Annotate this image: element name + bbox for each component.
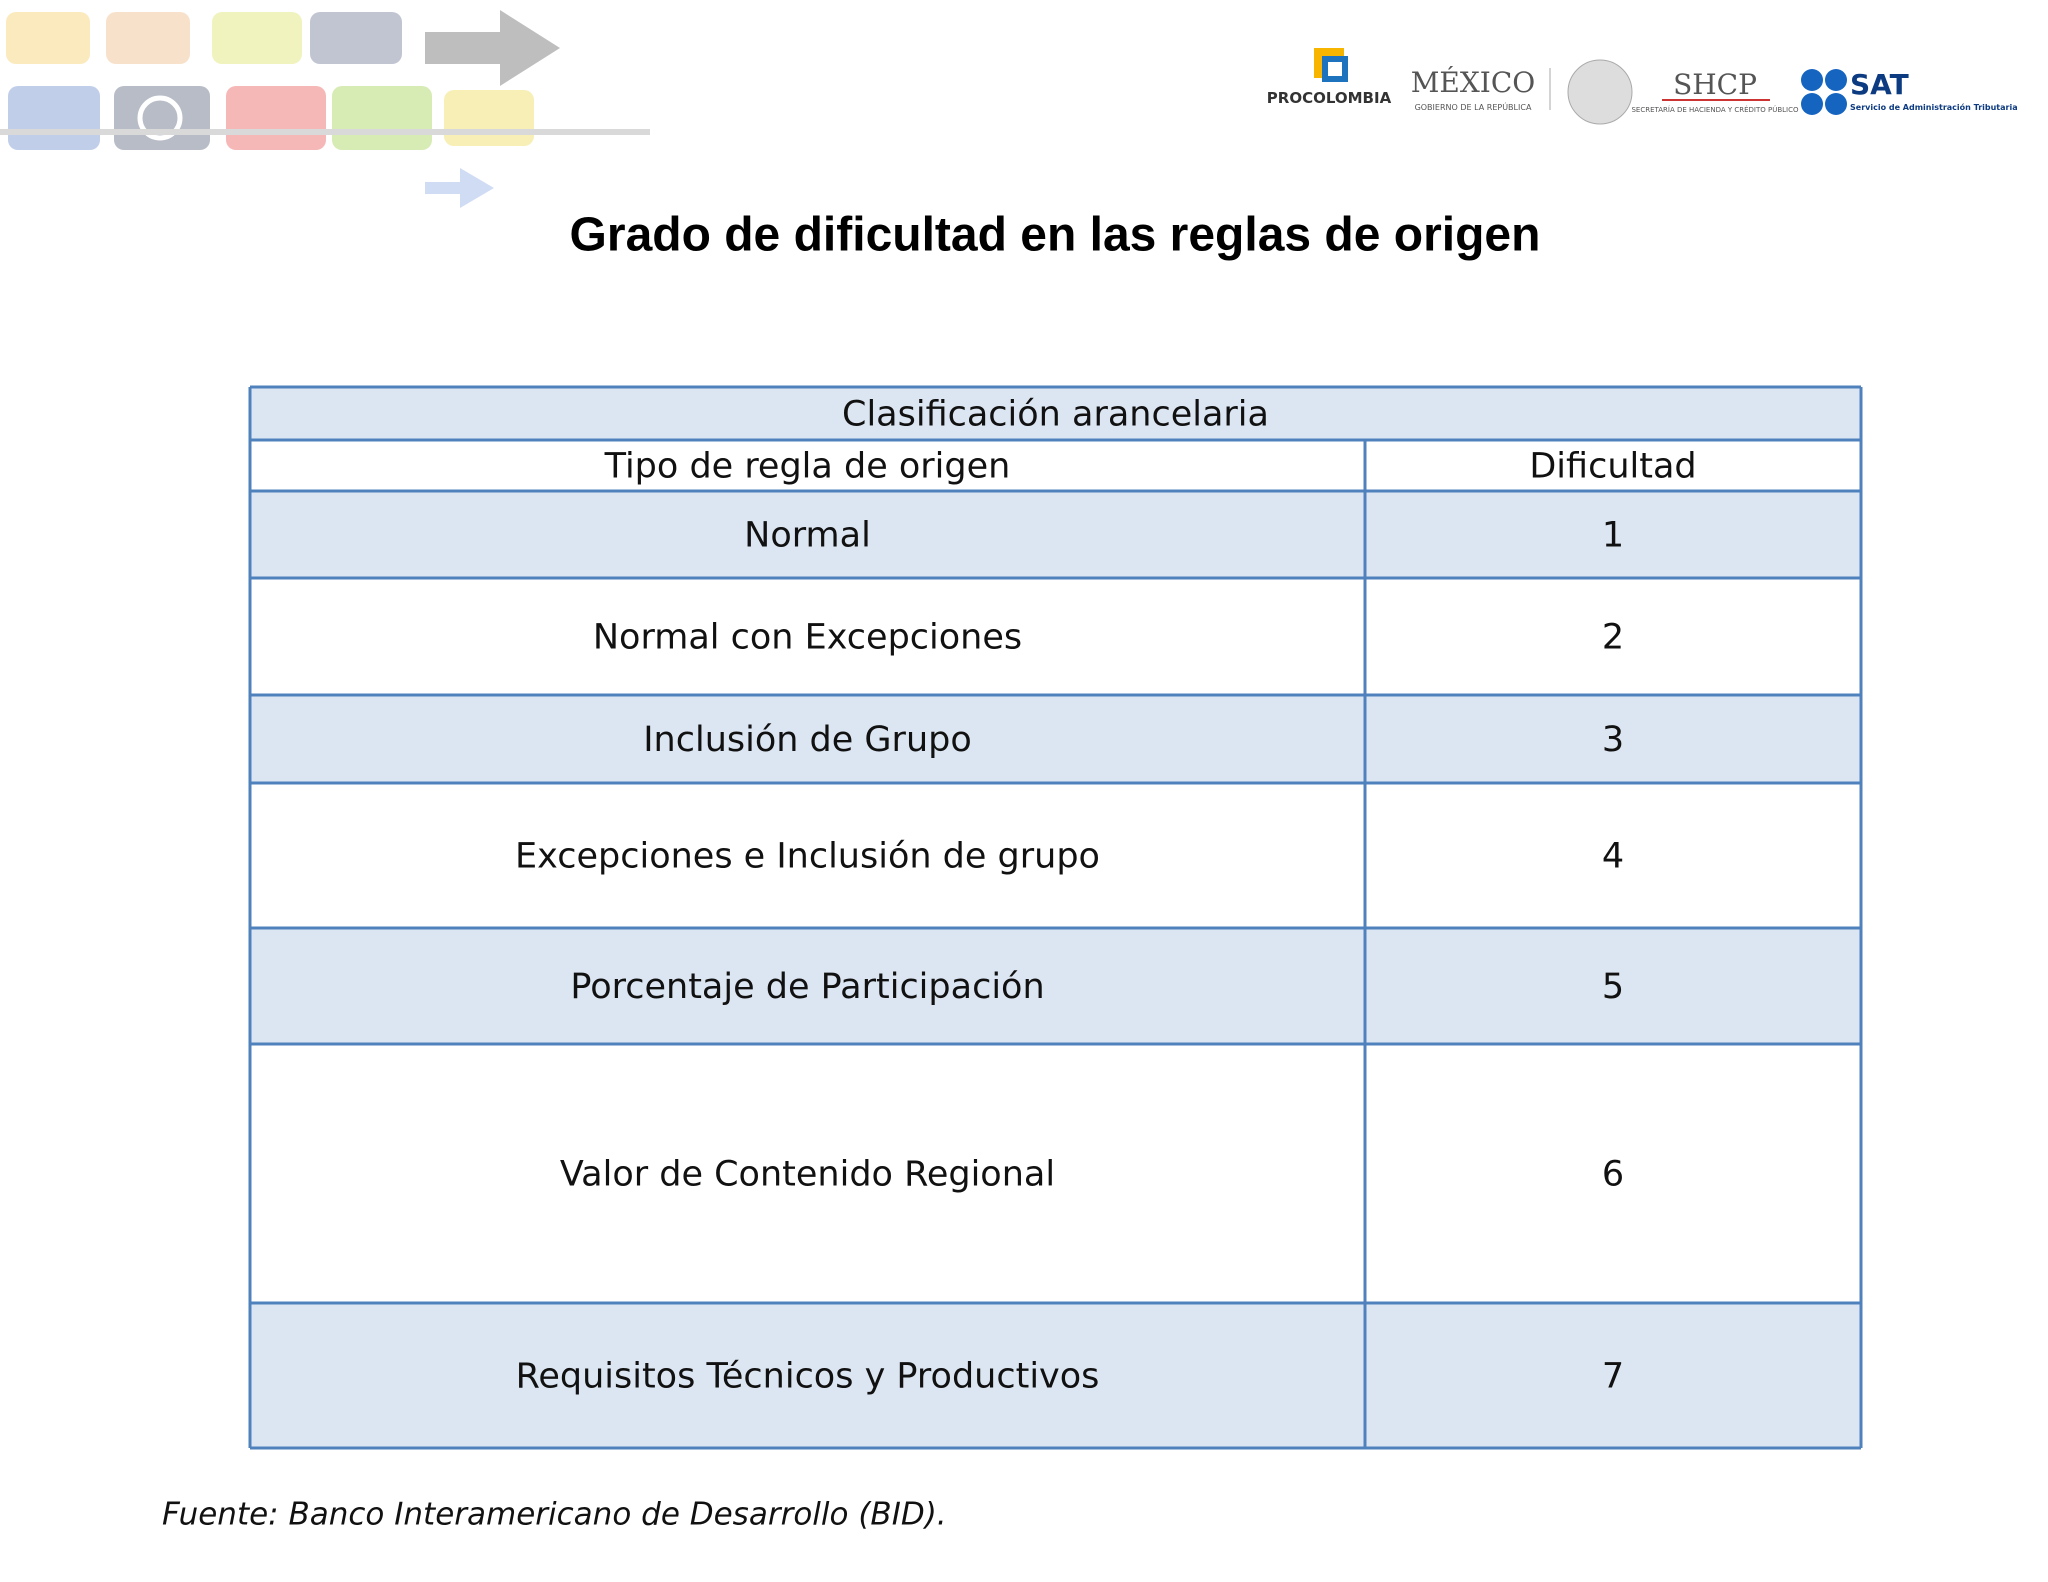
- source: Fuente: Banco Interamericano de Desarrol…: [162, 1497, 947, 1533]
- difficulty: 5: [1602, 967, 1624, 1007]
- difficulty: 1: [1602, 516, 1624, 556]
- decoration: [0, 10, 650, 208]
- row: [250, 928, 1861, 1044]
- column-header: Dificultad: [1529, 447, 1696, 487]
- title: Grado de dificultad en las reglas de ori…: [570, 209, 1541, 262]
- rule-type: Normal con Excepciones: [593, 618, 1022, 658]
- rule-type: Requisitos Técnicos y Productivos: [516, 1357, 1100, 1397]
- rule-type: Excepciones e Inclusión de grupo: [515, 837, 1100, 877]
- row: [250, 491, 1861, 578]
- logo-text: Servicio de Administración Tributaria: [1850, 102, 2018, 112]
- row: [250, 783, 1861, 928]
- logo-text: MÉXICO: [1411, 66, 1535, 99]
- difficulty: 4: [1602, 837, 1624, 877]
- logo-text: SECRETARÍA DE HACIENDA Y CRÉDITO PÚBLICO: [1631, 105, 1799, 114]
- logo-icon: [1328, 62, 1342, 76]
- caption: Clasificación arancelaria: [842, 395, 1269, 435]
- difficulty: 6: [1602, 1155, 1624, 1195]
- row: [250, 695, 1861, 783]
- rule-type: Normal: [744, 516, 871, 556]
- logo-text: SHCP: [1673, 68, 1757, 101]
- logo-text: PROCOLOMBIA: [1267, 89, 1392, 107]
- row: [250, 1303, 1861, 1448]
- difficulty: 3: [1602, 720, 1624, 760]
- logos: PROCOLOMBIA MÉXICO GOBIERNO DE LA REPÚBL…: [1267, 48, 2018, 125]
- logo-text: GOBIERNO DE LA REPÚBLICA: [1415, 101, 1532, 112]
- caption-cell: [250, 387, 1861, 440]
- logo-text: SAT: [1850, 68, 1909, 101]
- difficulty: 2: [1602, 618, 1624, 658]
- row: [250, 1044, 1861, 1303]
- rule-type: Valor de Contenido Regional: [560, 1155, 1055, 1195]
- difficulty: 7: [1602, 1357, 1624, 1397]
- seal: [1567, 59, 1633, 125]
- rule-type: Porcentaje de Participación: [570, 967, 1044, 1007]
- table: Clasificación arancelaria Tipo de regla d…: [248, 385, 1863, 1450]
- rule-type: Inclusión de Grupo: [643, 720, 972, 760]
- row: [250, 578, 1861, 695]
- column-header: Tipo de regla de origen: [604, 447, 1011, 487]
- sat-icon: [1801, 69, 1847, 115]
